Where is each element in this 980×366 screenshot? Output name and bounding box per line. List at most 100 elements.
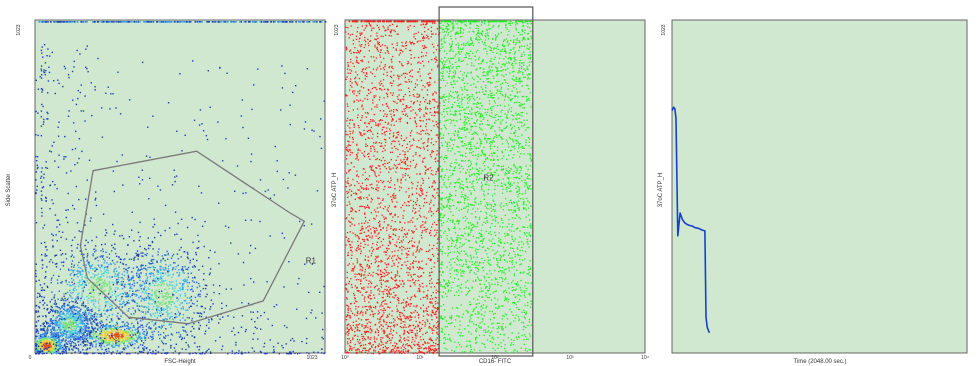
dot: [71, 148, 74, 151]
dot: [176, 300, 179, 302]
dot: [57, 306, 59, 309]
dot: [136, 302, 138, 305]
dot: [67, 291, 69, 294]
dot: [136, 336, 138, 339]
dot: [128, 339, 131, 341]
dot: [357, 149, 359, 151]
dot: [108, 326, 110, 328]
dot: [117, 343, 119, 345]
dot: [153, 292, 155, 294]
dot: [230, 288, 232, 290]
dot: [35, 171, 37, 173]
dot: [403, 346, 405, 348]
dot: [348, 338, 350, 340]
dot: [44, 344, 46, 347]
dot: [323, 100, 325, 102]
dot: [151, 21, 154, 23]
dot: [416, 198, 418, 200]
dot: [124, 291, 126, 294]
dot: [194, 342, 196, 344]
dot: [353, 124, 355, 126]
dot: [43, 339, 46, 342]
dot: [359, 32, 361, 34]
dot: [389, 110, 391, 112]
dot: [385, 264, 387, 266]
dot: [437, 207, 439, 210]
dot: [40, 328, 42, 330]
dot: [113, 346, 116, 348]
dot: [196, 259, 198, 262]
dot: [72, 21, 75, 23]
dot: [54, 263, 57, 265]
dot: [172, 273, 174, 276]
dot: [45, 200, 47, 202]
dot: [361, 25, 363, 27]
dot: [176, 316, 178, 318]
dot: [81, 273, 83, 276]
dot: [161, 293, 163, 295]
dot: [125, 21, 127, 23]
dot: [190, 330, 192, 333]
dot: [161, 255, 163, 257]
dot: [51, 340, 53, 342]
dot: [121, 306, 123, 308]
dot: [61, 317, 64, 319]
dot: [425, 55, 427, 57]
dot: [86, 296, 88, 298]
dot: [161, 278, 163, 280]
dot: [357, 189, 359, 191]
dot: [65, 209, 67, 211]
dot: [71, 310, 74, 313]
dot: [36, 346, 38, 348]
dot: [148, 262, 150, 264]
dot: [153, 278, 155, 281]
dot: [200, 315, 203, 318]
dot: [357, 108, 359, 110]
dot: [81, 278, 83, 281]
dot: [40, 190, 43, 192]
dot: [347, 72, 349, 74]
dot: [151, 320, 153, 323]
dot: [85, 198, 87, 200]
dot: [40, 135, 43, 137]
dot: [382, 79, 385, 81]
dot: [160, 284, 162, 286]
dot: [133, 21, 135, 23]
dot: [241, 351, 243, 353]
dot: [86, 353, 88, 355]
dot: [105, 297, 107, 300]
dot: [69, 342, 71, 345]
dot: [139, 221, 141, 224]
dot: [422, 179, 425, 182]
dot: [130, 331, 132, 333]
dot: [373, 217, 375, 220]
dot: [65, 332, 67, 334]
dot: [416, 93, 418, 95]
dot: [101, 136, 104, 138]
dot: [282, 178, 285, 181]
dot: [69, 317, 72, 319]
dot: [62, 349, 64, 351]
dot: [108, 314, 110, 317]
dot: [109, 331, 112, 333]
dot: [79, 330, 81, 332]
dot: [136, 253, 139, 256]
dot: [134, 333, 137, 336]
dot: [157, 306, 159, 308]
dot: [79, 274, 82, 276]
dot: [53, 297, 55, 299]
dot: [99, 309, 101, 311]
dot: [40, 110, 43, 112]
dot: [290, 21, 292, 23]
dot: [63, 293, 65, 295]
dot: [52, 334, 54, 336]
dot: [83, 298, 86, 300]
dot: [141, 324, 143, 326]
dot: [74, 301, 77, 304]
dot: [379, 279, 381, 282]
dot: [181, 302, 183, 304]
dot: [436, 308, 438, 310]
dot: [50, 309, 53, 311]
dot: [156, 284, 159, 287]
dot: [313, 130, 315, 132]
